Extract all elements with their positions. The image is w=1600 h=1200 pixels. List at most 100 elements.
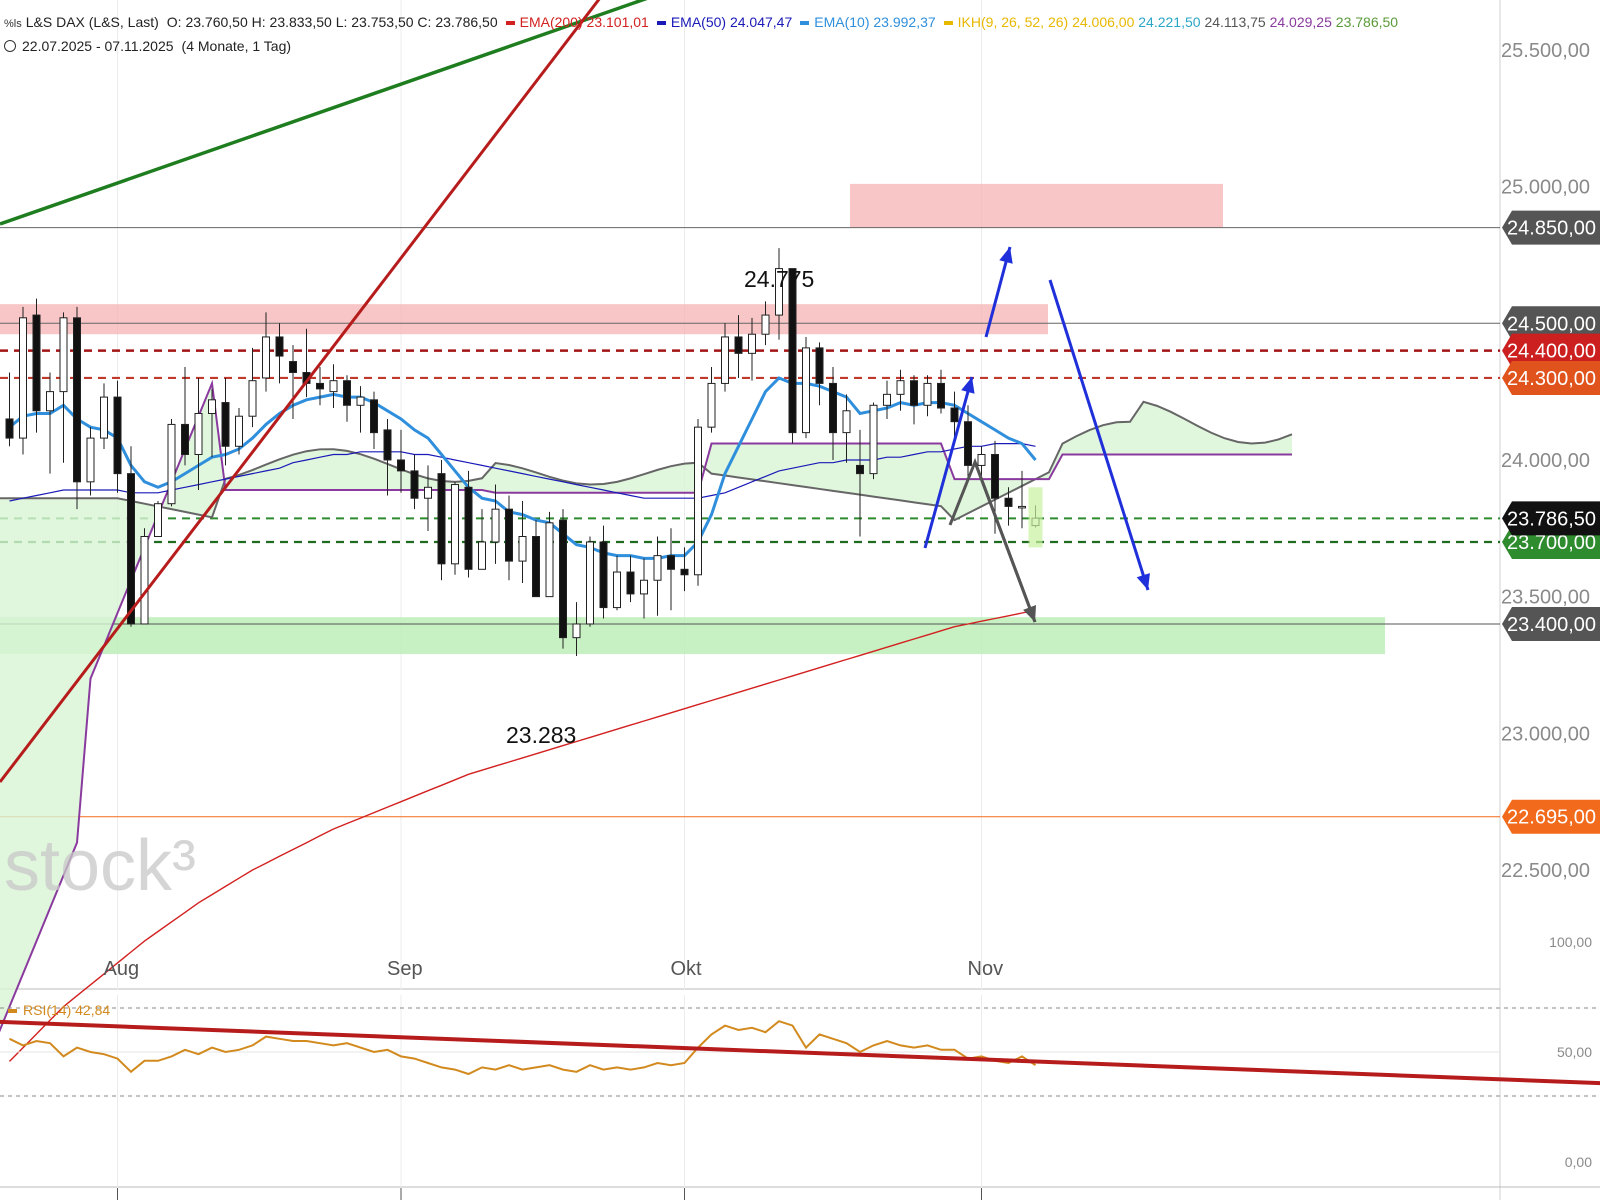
ikh-value-5: 23.786,50 bbox=[1335, 14, 1399, 30]
resistance-zone bbox=[0, 304, 1048, 335]
candle-body[interactable] bbox=[748, 333, 756, 354]
candle-body[interactable] bbox=[464, 486, 473, 570]
candle-body[interactable] bbox=[532, 536, 540, 598]
price-badge-label: 23.700,00 bbox=[1507, 532, 1596, 554]
candle-body[interactable] bbox=[19, 317, 27, 439]
legend-ema200[interactable]: EMA(200) 23.101,01 bbox=[505, 14, 649, 30]
candle-body[interactable] bbox=[262, 336, 270, 379]
candle-body[interactable] bbox=[856, 464, 864, 475]
candle-body[interactable] bbox=[829, 382, 837, 434]
candle-body[interactable] bbox=[316, 382, 324, 390]
candle-body[interactable] bbox=[370, 399, 378, 434]
candle-body[interactable] bbox=[640, 579, 648, 595]
candle-body[interactable] bbox=[626, 571, 635, 595]
month-label: Okt bbox=[671, 958, 703, 980]
price-tick-label: 22.500,00 bbox=[1501, 860, 1590, 882]
candle-body[interactable] bbox=[950, 407, 959, 423]
candle-body[interactable] bbox=[1018, 505, 1026, 509]
candle-body[interactable] bbox=[815, 347, 824, 384]
candle-body[interactable] bbox=[181, 423, 189, 455]
candle-body[interactable] bbox=[667, 555, 675, 570]
ikh-value-4: 24.029,25 bbox=[1269, 14, 1332, 30]
ikh-value-3: 24.113,75 bbox=[1204, 14, 1266, 30]
candle-body[interactable] bbox=[73, 317, 81, 483]
candle-body[interactable] bbox=[100, 396, 108, 439]
annotation-low: 23.283 bbox=[506, 722, 576, 748]
candle-body[interactable] bbox=[896, 380, 905, 395]
candle-body[interactable] bbox=[167, 423, 176, 505]
candle-body[interactable] bbox=[208, 399, 216, 414]
candle-body[interactable] bbox=[802, 347, 810, 434]
candle-body[interactable] bbox=[289, 361, 297, 373]
candle-body[interactable] bbox=[559, 519, 567, 639]
candle-body[interactable] bbox=[194, 412, 203, 455]
price-badge-label: 24.300,00 bbox=[1507, 368, 1596, 390]
candle-body[interactable] bbox=[5, 418, 14, 439]
candle-body[interactable] bbox=[910, 380, 918, 406]
candle-body[interactable] bbox=[518, 536, 527, 562]
candle-body[interactable] bbox=[883, 393, 891, 406]
candle-body[interactable] bbox=[964, 421, 972, 466]
candle-body[interactable] bbox=[491, 508, 500, 543]
price-tick-label: 24.000,00 bbox=[1501, 450, 1590, 472]
candle-body[interactable] bbox=[923, 382, 932, 406]
rsi-label: RSI(14) bbox=[23, 1002, 72, 1018]
candle-body[interactable] bbox=[937, 382, 945, 409]
ema200-swatch bbox=[505, 21, 515, 26]
candle-body[interactable] bbox=[410, 470, 419, 499]
candle-body[interactable] bbox=[343, 380, 351, 406]
candle-body[interactable] bbox=[721, 336, 729, 384]
price-badge-label: 23.786,50 bbox=[1507, 508, 1596, 530]
candle-body[interactable] bbox=[86, 437, 95, 483]
candle-body[interactable] bbox=[1004, 497, 1013, 507]
candle-body[interactable] bbox=[788, 268, 797, 434]
candle-body[interactable] bbox=[221, 402, 230, 447]
price-tick-label: 25.500,00 bbox=[1501, 40, 1590, 62]
candle-body[interactable] bbox=[707, 382, 716, 428]
ichimoku-cloud bbox=[0, 383, 1292, 1030]
candle-body[interactable] bbox=[586, 541, 594, 625]
candle-body[interactable] bbox=[478, 541, 486, 570]
candle-body[interactable] bbox=[734, 336, 743, 354]
candle-body[interactable] bbox=[154, 503, 162, 538]
candle-body[interactable] bbox=[248, 380, 257, 417]
candle-body[interactable] bbox=[397, 459, 405, 472]
candle-body[interactable] bbox=[613, 571, 621, 609]
candle-body[interactable] bbox=[694, 426, 702, 576]
trendline-red bbox=[0, 0, 601, 783]
legend-ema50[interactable]: EMA(50) 24.047,47 bbox=[656, 14, 793, 30]
candle-body[interactable] bbox=[46, 391, 54, 412]
rsi-tick-label: 100,00 bbox=[1549, 934, 1592, 950]
candle-body[interactable] bbox=[991, 453, 999, 499]
candle-body[interactable] bbox=[235, 415, 243, 447]
candle-body[interactable] bbox=[680, 568, 689, 576]
candle-body[interactable] bbox=[424, 486, 432, 499]
ema50-value: 24.047,47 bbox=[729, 14, 793, 30]
candle-body[interactable] bbox=[545, 522, 554, 598]
candle-body[interactable] bbox=[761, 314, 770, 335]
candle-body[interactable] bbox=[140, 536, 149, 625]
candle-body[interactable] bbox=[127, 473, 135, 625]
candle-body[interactable] bbox=[437, 473, 446, 565]
candle-body[interactable] bbox=[505, 508, 513, 562]
candle-body[interactable] bbox=[572, 623, 581, 639]
candle-body[interactable] bbox=[599, 541, 608, 609]
candle-body[interactable] bbox=[653, 555, 662, 581]
candle-body[interactable] bbox=[356, 396, 365, 406]
candle-body[interactable] bbox=[869, 404, 878, 475]
rsi-legend[interactable]: RSI(14) 42,84 bbox=[8, 1002, 110, 1018]
chart-logo: %ls bbox=[4, 18, 22, 30]
candle-body[interactable] bbox=[383, 429, 392, 461]
candle-body[interactable] bbox=[451, 484, 459, 565]
legend-ikh[interactable]: IKH(9, 26, 52, 26) 24.006,00 24.221,50 2… bbox=[943, 14, 1399, 30]
candle-body[interactable] bbox=[775, 268, 783, 316]
candle-body[interactable] bbox=[113, 396, 122, 475]
candle-body[interactable] bbox=[842, 410, 851, 434]
candle-body[interactable] bbox=[59, 317, 68, 393]
candle-body[interactable] bbox=[32, 314, 41, 412]
candle-body[interactable] bbox=[329, 380, 338, 393]
legend-ema10[interactable]: EMA(10) 23.992,37 bbox=[800, 14, 936, 30]
candle-body[interactable] bbox=[977, 453, 986, 466]
candle-body[interactable] bbox=[275, 336, 284, 357]
